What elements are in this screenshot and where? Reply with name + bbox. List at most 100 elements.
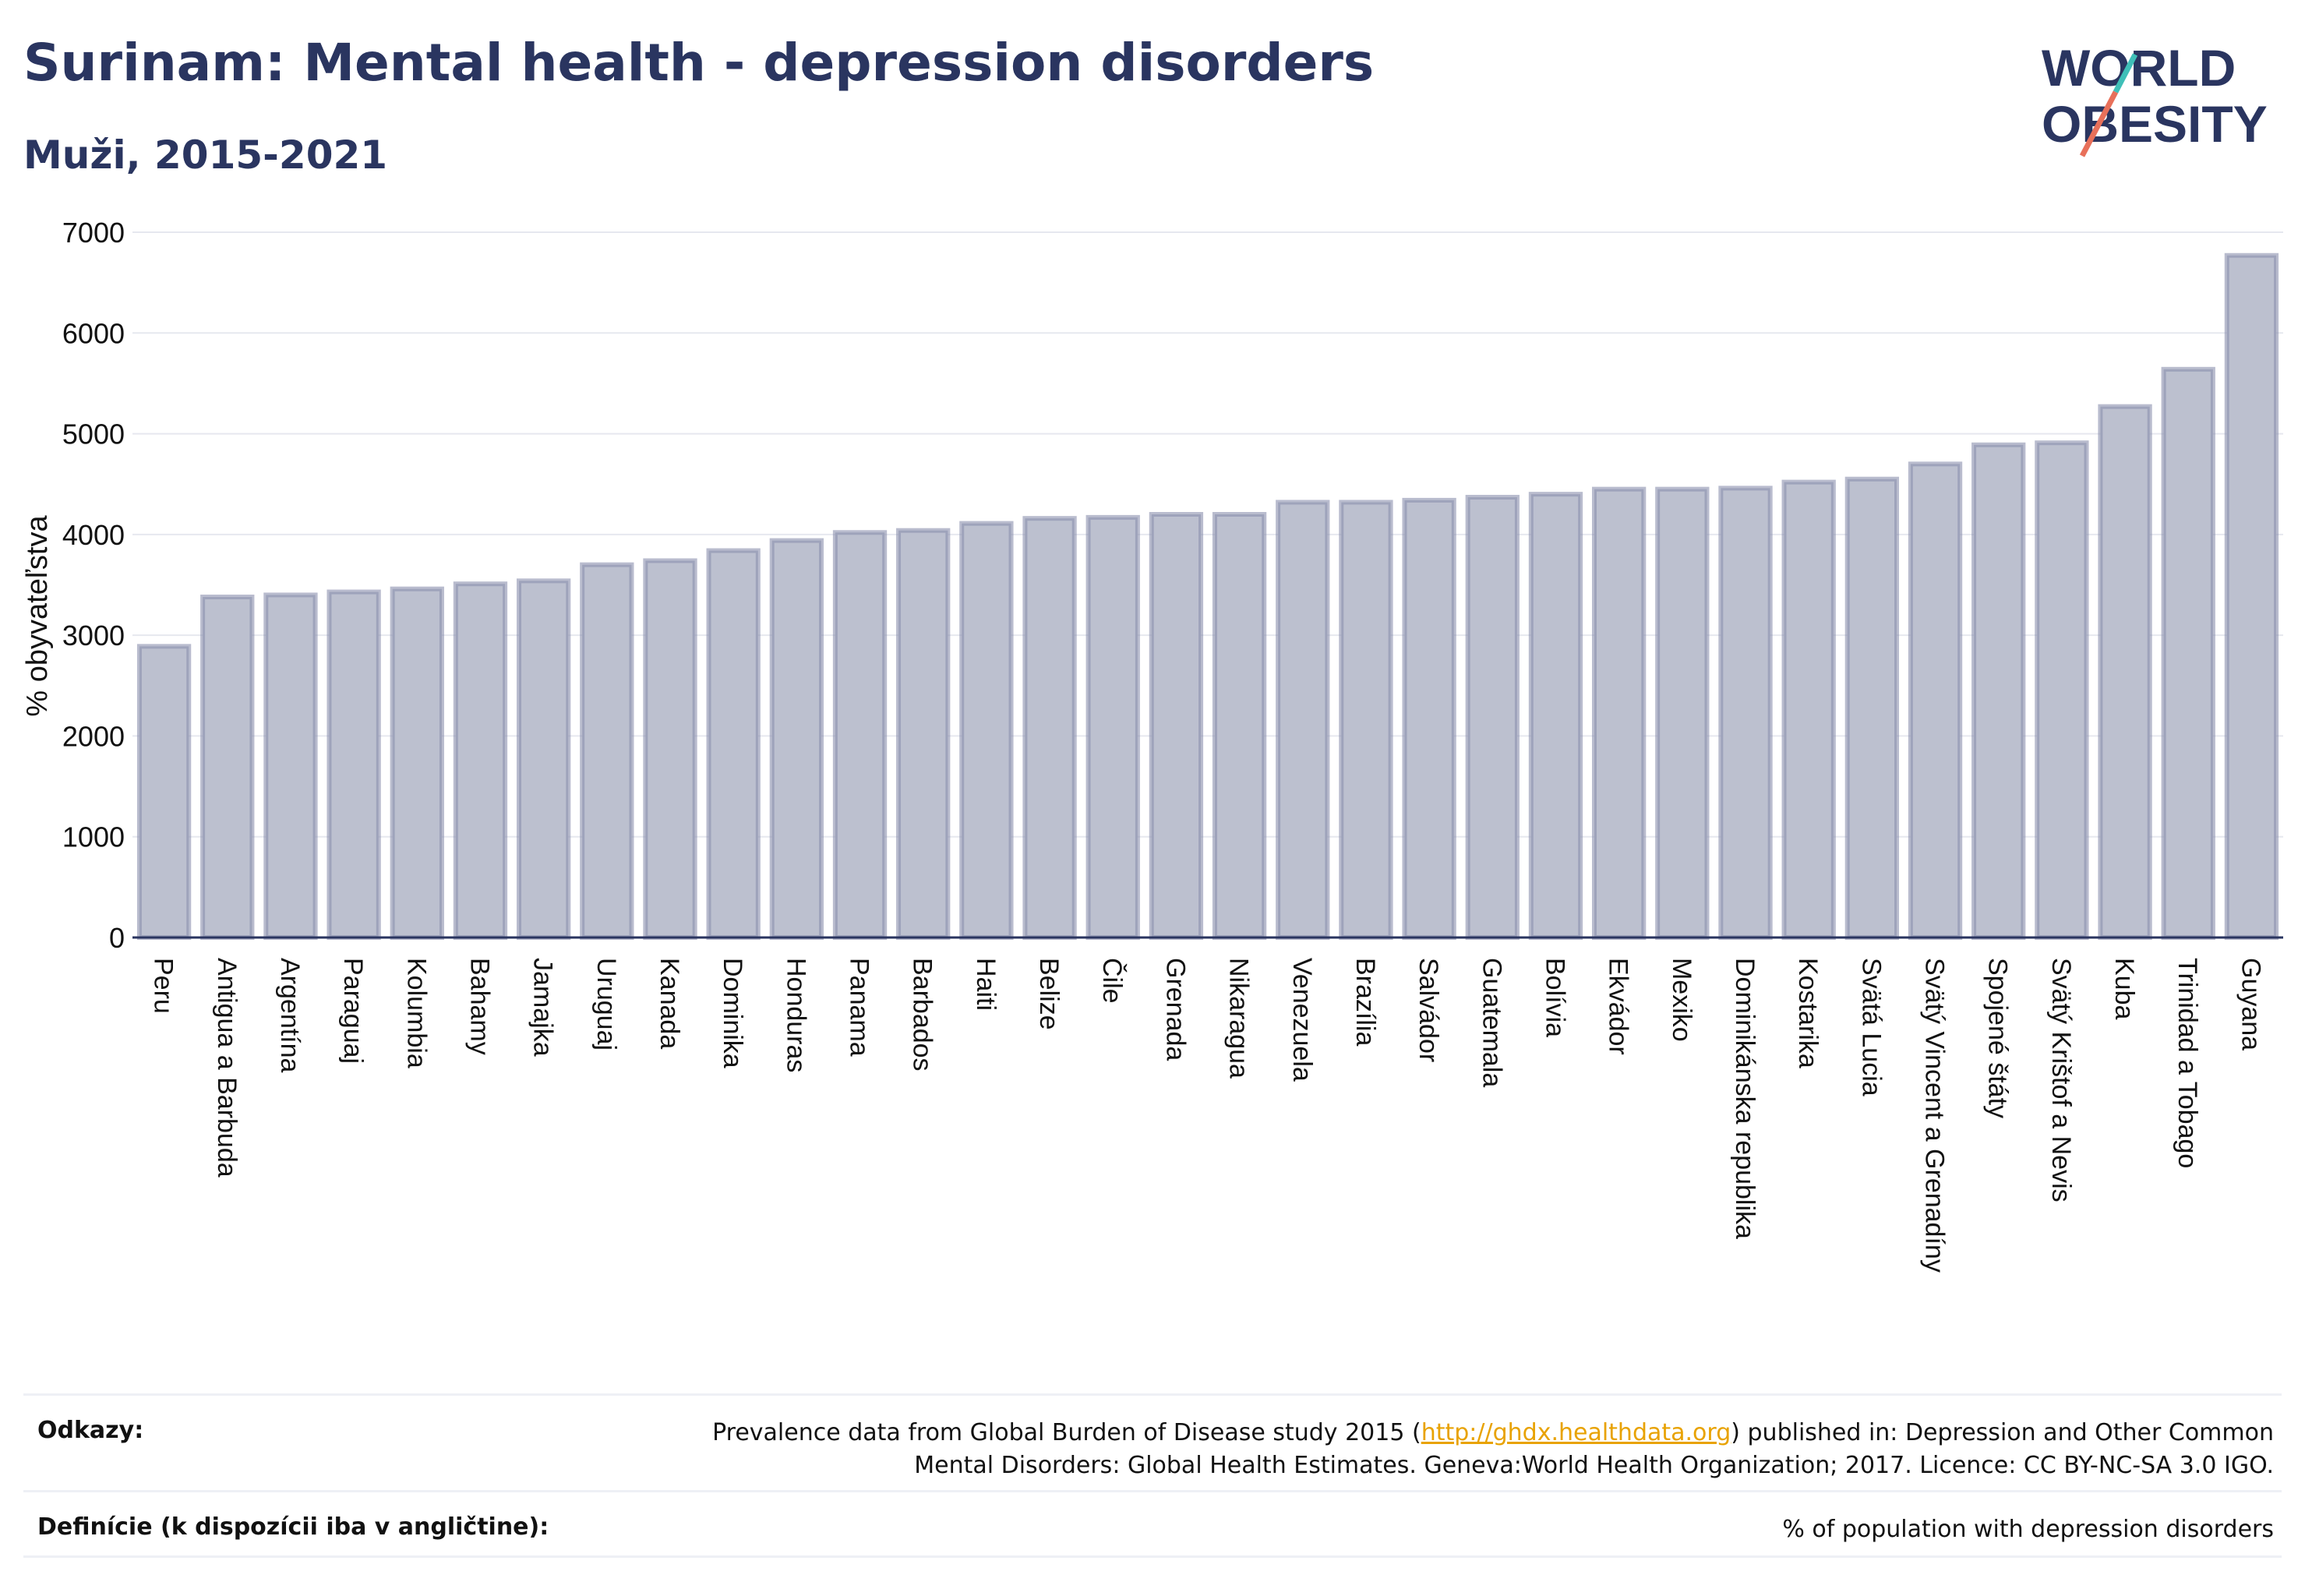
y-tick-label: 5000: [62, 418, 125, 450]
x-tick-label: Bolívia: [1540, 958, 1569, 1037]
bar: [1971, 442, 2026, 940]
definition-text: % of population with depression disorder…: [1782, 1516, 2274, 1543]
bar: [453, 581, 508, 940]
references-text-after: ) published in: Depression and Other Com…: [1731, 1419, 2274, 1446]
y-tick-label: 2000: [62, 720, 125, 752]
references-text: Prevalence data from Global Burden of Di…: [712, 1417, 2274, 1482]
x-tick-label: Nikaragua: [1224, 958, 1254, 1079]
x-tick-label: Kanada: [655, 958, 684, 1049]
bar: [769, 538, 824, 940]
page-title: Surinam: Mental health - depression diso…: [23, 33, 1375, 93]
bar: [2035, 440, 2089, 940]
logo-line1: WORLD: [2042, 39, 2236, 97]
bar: [1276, 500, 1330, 940]
y-tick-label: 3000: [62, 620, 125, 651]
bar: [136, 644, 192, 940]
y-axis-ticks: 0 1000 2000 3000 4000 5000 6000 7000: [62, 217, 125, 954]
x-tick-label: Salvádor: [1414, 958, 1443, 1062]
bar: [1655, 486, 1710, 940]
bar: [1085, 514, 1140, 940]
bar: [1149, 512, 1204, 940]
x-tick-label: Guatemala: [1477, 958, 1506, 1087]
y-tick-label: 7000: [62, 217, 125, 249]
x-tick-label: Argentína: [275, 958, 305, 1073]
bar: [1465, 495, 1520, 940]
x-tick-label: Barbados: [908, 958, 937, 1072]
x-tick-label: Dominikánska republika: [1730, 958, 1760, 1239]
footer-divider-bottom: [23, 1555, 2282, 1558]
x-tick-label: Bahamy: [464, 958, 494, 1055]
bar: [263, 592, 318, 941]
footer-divider-middle: [23, 1490, 2282, 1492]
world-obesity-logo: WORLD OBESITY: [2042, 39, 2268, 157]
bar: [327, 589, 381, 940]
page-subtitle: Muži, 2015-2021: [23, 132, 388, 178]
bar: [1718, 486, 1773, 940]
bar: [390, 586, 444, 941]
y-tick-label: 6000: [62, 317, 125, 349]
bar: [896, 528, 951, 940]
x-tick-label: Honduras: [781, 958, 810, 1072]
references-link[interactable]: http://ghdx.healthdata.org: [1421, 1419, 1731, 1446]
x-tick-label: Peru: [149, 958, 178, 1014]
bar: [1339, 500, 1393, 940]
footer-divider-top: [23, 1393, 2282, 1396]
x-tick-label: Guyana: [2236, 958, 2265, 1050]
x-tick-label: Jamajka: [528, 958, 558, 1057]
x-tick-label: Dominika: [718, 958, 747, 1068]
bar-chart: 0 1000 2000 3000 4000 5000 6000 7000 Peru Antigu…: [21, 217, 2283, 1273]
bar: [200, 595, 255, 940]
bar: [580, 562, 634, 941]
x-tick-label: Haiti: [971, 958, 1001, 1011]
x-tick-label: Panama: [845, 958, 874, 1057]
y-tick-label: 1000: [62, 821, 125, 853]
x-tick-label: Grenada: [1160, 958, 1190, 1061]
x-tick-label: Brazília: [1350, 958, 1380, 1046]
y-tick-label: 0: [109, 922, 125, 954]
x-tick-label: Svätá Lucia: [1856, 958, 1886, 1096]
bar: [1402, 497, 1456, 940]
definition-label: Definície (k dispozícii iba v angličtine…: [37, 1513, 549, 1541]
bar: [2098, 404, 2152, 940]
bar: [706, 548, 761, 940]
bar: [959, 521, 1014, 940]
x-tick-label: Čile: [1097, 958, 1127, 1004]
x-tick-label: Paraguaj: [338, 958, 368, 1064]
bar: [1844, 476, 1900, 940]
bar: [1591, 486, 1647, 940]
x-tick-label: Ekvádor: [1604, 958, 1633, 1055]
x-tick-label: Svätý Krištof a Nevis: [2046, 958, 2076, 1202]
y-axis-label: % obyvateľstva: [21, 515, 54, 717]
bar: [832, 530, 888, 940]
x-tick-label: Spojené štáty: [1983, 958, 2013, 1118]
x-tick-label: Antigua a Barbuda: [212, 958, 242, 1178]
logo-line2: OBESITY: [2042, 95, 2268, 153]
x-tick-label: Kostarika: [1793, 958, 1823, 1068]
x-tick-label: Kolumbia: [401, 958, 431, 1068]
bar: [2224, 252, 2279, 940]
bar: [2161, 366, 2215, 941]
bar: [1781, 479, 1836, 940]
x-tick-label: Trinidad a Tobago: [2173, 958, 2202, 1168]
x-tick-label: Uruguaj: [591, 958, 621, 1050]
y-tick-label: 4000: [62, 519, 125, 551]
logo-slash-teal: [2113, 53, 2138, 94]
references-text-line2: Mental Disorders: Global Health Estimate…: [914, 1452, 2274, 1479]
references-text-before: Prevalence data from Global Burden of Di…: [712, 1419, 1421, 1446]
x-tick-label: Mexiko: [1667, 958, 1696, 1042]
logo-slash-coral: [2079, 90, 2119, 157]
x-tick-label: Kuba: [2109, 958, 2139, 1019]
definition-row: Definície (k dispozícii iba v angličtine…: [37, 1513, 2274, 1546]
references-label: Odkazy:: [37, 1417, 144, 1444]
x-axis-labels: Peru Antigua a Barbuda Argentína Paraguaj Ko…: [149, 958, 2266, 1273]
bar: [1528, 492, 1583, 940]
bar: [1022, 516, 1077, 940]
references-row: Odkazy: Prevalence data from Global Burd…: [37, 1417, 2274, 1487]
x-tick-label: Svätý Vincent a Grenadíny: [1920, 958, 1950, 1273]
x-tick-label: Venezuela: [1287, 958, 1317, 1082]
bar: [516, 578, 571, 940]
x-tick-label: Belize: [1034, 958, 1064, 1030]
bar: [643, 558, 697, 940]
bars: [136, 252, 2279, 941]
bar: [1212, 512, 1267, 940]
